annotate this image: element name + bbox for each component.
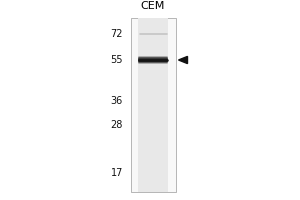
Text: CEM: CEM [141, 1, 165, 11]
Text: 28: 28 [111, 120, 123, 130]
Bar [130, 18, 176, 192]
Text: 72: 72 [110, 29, 123, 39]
Bar [138, 18, 168, 192]
Polygon shape [178, 56, 188, 64]
Text: 17: 17 [111, 168, 123, 178]
Text: 55: 55 [110, 55, 123, 65]
Text: 36: 36 [111, 96, 123, 106]
